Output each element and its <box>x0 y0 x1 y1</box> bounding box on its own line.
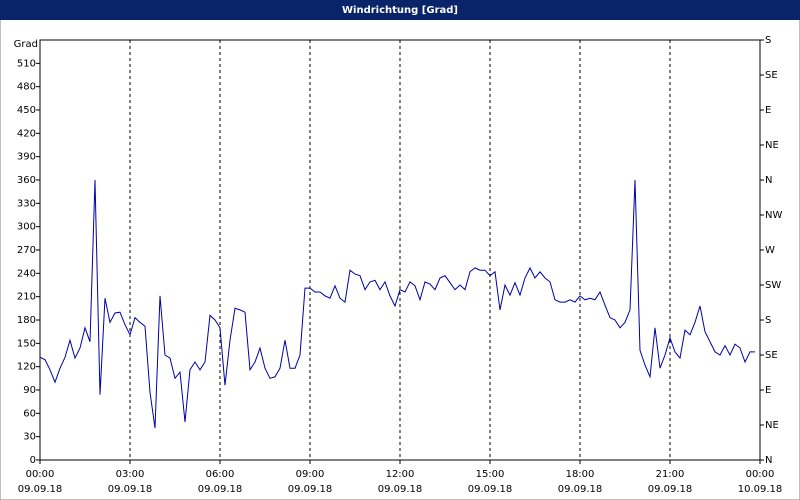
y2-tick-label: NW <box>765 210 782 221</box>
y-tick-label: 390 <box>17 152 36 163</box>
y-tick-label: 60 <box>23 408 36 419</box>
y-tick-label: 240 <box>17 268 36 279</box>
y-tick-label: 300 <box>17 222 36 233</box>
x-tick-date: 09.09.18 <box>378 484 423 495</box>
x-tick-label: 00:00 <box>26 469 55 480</box>
y2-tick-label: E <box>765 105 771 116</box>
x-tick-date: 10.09.18 <box>738 484 783 495</box>
x-tick-date: 09.09.18 <box>288 484 333 495</box>
y2-tick-label: S <box>765 35 771 46</box>
y-tick-label: 30 <box>23 432 36 443</box>
x-tick-label: 03:00 <box>116 469 145 480</box>
y-tick-label: 0 <box>30 455 36 466</box>
y-tick-label: 360 <box>17 175 36 186</box>
y-tick-label: 480 <box>17 82 36 93</box>
y2-tick-label: SE <box>765 350 778 361</box>
y-tick-label: 210 <box>17 292 36 303</box>
y2-tick-label: SW <box>765 280 781 291</box>
y2-tick-label: NE <box>765 420 779 431</box>
data-line <box>39 179 755 429</box>
x-tick-date: 09.09.18 <box>648 484 693 495</box>
y2-tick-label: E <box>765 385 771 396</box>
plot-frame <box>39 39 761 461</box>
x-tick-date: 09.09.18 <box>108 484 153 495</box>
x-tick-date: 09.09.18 <box>558 484 603 495</box>
x-tick-date: 09.09.18 <box>468 484 513 495</box>
x-tick-label: 12:00 <box>386 469 415 480</box>
x-tick-label: 00:00 <box>746 469 775 480</box>
title-bar <box>0 0 800 20</box>
x-tick-label: 15:00 <box>476 469 505 480</box>
y-tick-label: 420 <box>17 128 36 139</box>
y-tick-label: 330 <box>17 198 36 209</box>
y-tick-label: 270 <box>17 245 36 256</box>
x-tick-label: 18:00 <box>566 469 595 480</box>
y-axis-label: Grad <box>14 39 38 50</box>
y2-tick-label: NE <box>765 140 779 151</box>
y-tick-label: 510 <box>17 58 36 69</box>
y-tick-label: 450 <box>17 105 36 116</box>
x-tick-label: 06:00 <box>206 469 235 480</box>
x-tick-date: 09.09.18 <box>18 484 63 495</box>
chart-title: Windrichtung [Grad] <box>342 5 458 16</box>
y-tick-label: 120 <box>17 362 36 373</box>
x-tick-date: 09.09.18 <box>198 484 243 495</box>
x-tick-label: 09:00 <box>296 469 325 480</box>
y2-tick-label: W <box>765 245 775 256</box>
y2-tick-label: SE <box>765 70 778 81</box>
y-tick-label: 150 <box>17 338 36 349</box>
y-tick-label: 90 <box>23 385 36 396</box>
y2-tick-label: N <box>765 175 772 186</box>
y-tick-label: 180 <box>17 315 36 326</box>
x-tick-label: 21:00 <box>656 469 685 480</box>
y2-tick-label: S <box>765 315 771 326</box>
y2-tick-label: N <box>765 455 772 466</box>
